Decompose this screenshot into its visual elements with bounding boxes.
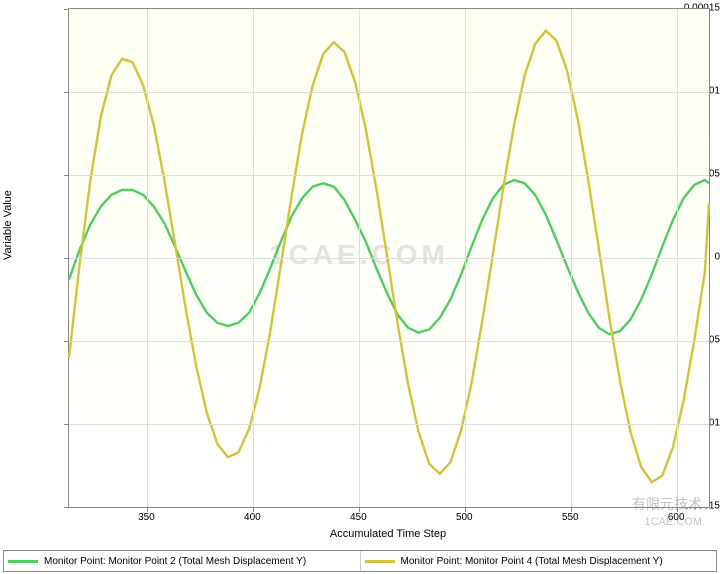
x-tick-label: 400 bbox=[244, 512, 261, 523]
legend: Monitor Point: Monitor Point 2 (Total Me… bbox=[3, 550, 717, 572]
x-tick-label: 550 bbox=[562, 512, 579, 523]
x-axis-label: Accumulated Time Step bbox=[68, 528, 708, 540]
x-tick-label: 350 bbox=[138, 512, 155, 523]
plot-area: 1CAE.COM bbox=[68, 8, 710, 508]
legend-swatch-2 bbox=[365, 560, 395, 563]
y-axis-label: Variable Value bbox=[2, 190, 14, 260]
legend-swatch-1 bbox=[8, 560, 38, 563]
chart-container: Variable Value -0.00015-0.0001-5e-0505e-… bbox=[0, 0, 720, 546]
legend-item-2: Monitor Point: Monitor Point 4 (Total Me… bbox=[361, 551, 717, 571]
legend-label-2: Monitor Point: Monitor Point 4 (Total Me… bbox=[401, 556, 663, 567]
legend-label-1: Monitor Point: Monitor Point 2 (Total Me… bbox=[44, 556, 306, 567]
series-line bbox=[69, 31, 709, 483]
x-tick-label: 450 bbox=[350, 512, 367, 523]
x-tick-label: 500 bbox=[456, 512, 473, 523]
legend-item-1: Monitor Point: Monitor Point 2 (Total Me… bbox=[4, 551, 361, 571]
x-tick-label: 600 bbox=[668, 512, 685, 523]
